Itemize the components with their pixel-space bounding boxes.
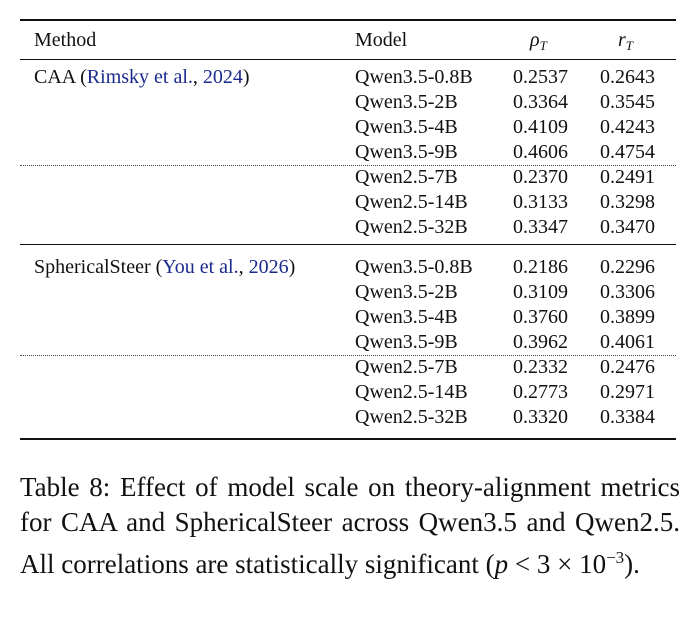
model-cell: Qwen3.5-4B bbox=[355, 116, 458, 138]
rho-cell: 0.2332 bbox=[513, 356, 568, 378]
rho-cell: 0.3347 bbox=[513, 216, 568, 238]
r-cell: 0.3545 bbox=[600, 91, 655, 113]
rho-cell: 0.2186 bbox=[513, 256, 568, 278]
r-cell: 0.3306 bbox=[600, 281, 655, 303]
method-name: SphericalSteer bbox=[34, 256, 151, 278]
cite-open: ( bbox=[150, 256, 163, 278]
model-cell: Qwen2.5-14B bbox=[355, 381, 468, 403]
rho-cell: 0.2370 bbox=[513, 166, 568, 188]
r-cell: 0.4243 bbox=[600, 116, 655, 138]
cite-open: ( bbox=[75, 66, 87, 88]
rho-cell: 0.4606 bbox=[513, 141, 568, 163]
model-cell: Qwen2.5-14B bbox=[355, 191, 468, 213]
cite-sep: , bbox=[238, 256, 249, 278]
rho-cell: 0.2773 bbox=[513, 381, 568, 403]
r-cell: 0.2971 bbox=[600, 381, 655, 403]
r-cell: 0.4754 bbox=[600, 141, 655, 163]
rho-cell: 0.3364 bbox=[513, 91, 568, 113]
model-cell: Qwen3.5-0.8B bbox=[355, 256, 473, 278]
header-method: Method bbox=[34, 29, 97, 51]
header-model: Model bbox=[355, 29, 408, 51]
top-rule bbox=[20, 19, 676, 21]
cite-sep: , bbox=[192, 66, 203, 88]
model-cell: Qwen2.5-32B bbox=[355, 406, 468, 428]
method-cell: CAA (Rimsky et al., 2024) bbox=[34, 65, 250, 89]
header-rho: ρT bbox=[530, 29, 547, 53]
caption-math-rel: < 3 × 10 bbox=[508, 549, 607, 579]
cite-close: ) bbox=[242, 66, 250, 88]
family-divider-dotted bbox=[20, 355, 676, 356]
header-r: rT bbox=[618, 29, 634, 53]
rho-cell: 0.3760 bbox=[513, 306, 568, 328]
r-cell: 0.3298 bbox=[600, 191, 655, 213]
model-cell: Qwen3.5-2B bbox=[355, 91, 458, 113]
r-cell: 0.4061 bbox=[600, 331, 655, 353]
cite-close: ) bbox=[288, 256, 296, 278]
method-cell: SphericalSteer (You et al., 2026) bbox=[34, 255, 295, 279]
rho-cell: 0.3962 bbox=[513, 331, 568, 353]
caption-p: p bbox=[494, 549, 509, 579]
method-name: CAA bbox=[34, 66, 76, 88]
cite-year-link[interactable]: 2026 bbox=[248, 256, 289, 278]
header-rule bbox=[20, 59, 676, 60]
caption-text: Effect of model scale on theory-alignmen… bbox=[20, 472, 680, 579]
r-cell: 0.3899 bbox=[600, 306, 655, 328]
r-cell: 0.2491 bbox=[600, 166, 655, 188]
model-cell: Qwen3.5-2B bbox=[355, 281, 458, 303]
caption-label: Table 8: bbox=[20, 472, 111, 502]
model-cell: Qwen2.5-7B bbox=[355, 356, 458, 378]
model-cell: Qwen2.5-32B bbox=[355, 216, 468, 238]
table-caption: Table 8: Effect of model scale on theory… bbox=[20, 470, 680, 582]
r-cell: 0.3384 bbox=[600, 406, 655, 428]
model-cell: Qwen3.5-9B bbox=[355, 141, 458, 163]
model-cell: Qwen3.5-0.8B bbox=[355, 66, 473, 88]
model-cell: Qwen3.5-9B bbox=[355, 331, 458, 353]
cite-year-link[interactable]: 2024 bbox=[202, 66, 243, 88]
model-cell: Qwen3.5-4B bbox=[355, 306, 458, 328]
rho-cell: 0.3109 bbox=[513, 281, 568, 303]
r-cell: 0.3470 bbox=[600, 216, 655, 238]
rho-cell: 0.2537 bbox=[513, 66, 568, 88]
caption-end: ). bbox=[624, 549, 640, 579]
r-cell: 0.2643 bbox=[600, 66, 655, 88]
bottom-rule bbox=[20, 438, 676, 440]
cite-author-link[interactable]: You et al. bbox=[162, 256, 239, 278]
r-cell: 0.2476 bbox=[600, 356, 655, 378]
rho-cell: 0.3133 bbox=[513, 191, 568, 213]
group-separator-rule bbox=[20, 244, 676, 245]
model-cell: Qwen2.5-7B bbox=[355, 166, 458, 188]
r-cell: 0.2296 bbox=[600, 256, 655, 278]
rho-cell: 0.4109 bbox=[513, 116, 568, 138]
cite-author-link[interactable]: Rimsky et al. bbox=[86, 66, 193, 88]
family-divider-dotted bbox=[20, 165, 676, 166]
caption-math-exp: −3 bbox=[606, 548, 625, 567]
rho-cell: 0.3320 bbox=[513, 406, 568, 428]
